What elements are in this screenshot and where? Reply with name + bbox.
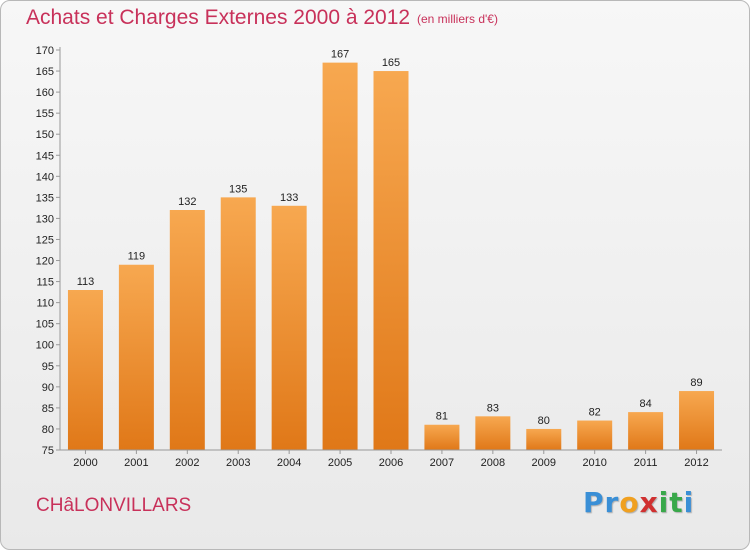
- y-tick-label: 150: [36, 129, 54, 141]
- x-tick-label: 2000: [73, 457, 97, 469]
- bar-value-label: 80: [538, 415, 550, 427]
- y-tick-label: 110: [36, 298, 54, 310]
- y-tick-label: 160: [36, 87, 54, 99]
- bar-value-label: 83: [487, 402, 499, 414]
- bar: [577, 420, 613, 450]
- logo-letter: t: [669, 486, 684, 519]
- logo-letter: o: [619, 486, 640, 519]
- y-tick-label: 140: [36, 171, 54, 183]
- x-tick-label: 2006: [379, 457, 403, 469]
- bar-value-label: 113: [77, 276, 95, 288]
- y-tick-label: 115: [36, 277, 54, 289]
- y-tick-label: 130: [36, 213, 54, 225]
- x-tick-label: 2007: [430, 457, 454, 469]
- bar: [322, 62, 358, 450]
- bar-value-label: 132: [178, 196, 196, 208]
- logo-letter: i: [683, 486, 695, 519]
- bar-value-label: 133: [280, 192, 298, 204]
- x-tick-label: 2011: [634, 457, 658, 469]
- bar: [424, 424, 460, 450]
- x-tick-label: 2012: [684, 457, 708, 469]
- y-tick-label: 165: [36, 66, 54, 78]
- y-tick-label: 85: [42, 403, 54, 415]
- x-tick-label: 2002: [175, 457, 199, 469]
- x-tick-label: 2009: [532, 457, 556, 469]
- logo-letter: r: [604, 486, 620, 519]
- bar: [220, 197, 256, 450]
- chart-subtitle: (en milliers d'€): [417, 12, 498, 26]
- y-tick-label: 90: [42, 382, 54, 394]
- bar: [271, 205, 307, 450]
- bar: [679, 391, 715, 450]
- y-tick-label: 125: [36, 234, 54, 246]
- bar: [475, 416, 511, 450]
- bar-value-label: 135: [229, 183, 247, 195]
- chart-title: Achats et Charges Externes 2000 à 2012: [26, 6, 411, 29]
- x-tick-label: 2004: [277, 457, 301, 469]
- commune-name: CHâLONVILLARS: [36, 495, 192, 516]
- bar: [118, 264, 154, 450]
- x-tick-label: 2003: [226, 457, 250, 469]
- x-tick-label: 2001: [124, 457, 148, 469]
- y-tick-label: 95: [42, 361, 54, 373]
- logo-letter: P: [583, 486, 605, 519]
- bars: 113 119 132 135 133 167 165 81 83 80 82 84 89: [67, 49, 715, 450]
- x-tick-label: 2005: [328, 457, 352, 469]
- y-tick-label: 120: [36, 256, 54, 268]
- bar-value-label: 89: [690, 377, 702, 389]
- logo-letter: x: [639, 486, 659, 519]
- bar-value-label: 82: [589, 407, 601, 419]
- logo-letter: i: [658, 486, 670, 519]
- y-tick-label: 170: [36, 45, 54, 57]
- bar: [67, 290, 103, 450]
- bar-value-label: 167: [331, 49, 349, 61]
- y-tick-label: 135: [36, 192, 54, 204]
- bar-value-label: 119: [128, 251, 146, 263]
- y-tick-label: 155: [36, 108, 54, 120]
- bar: [373, 71, 409, 450]
- proxiti-logo: Proxiti: [583, 486, 694, 519]
- y-tick-label: 75: [42, 445, 54, 457]
- y-tick-label: 105: [36, 319, 54, 331]
- bar-value-label: 84: [639, 398, 651, 410]
- bar-value-label: 165: [382, 57, 400, 69]
- bar: [169, 210, 205, 450]
- y-tick-label: 80: [42, 424, 54, 436]
- x-tick-label: 2008: [481, 457, 505, 469]
- y-tick-label: 145: [36, 150, 54, 162]
- x-axis: 2000 2001 2002 2003 2004 2005 2006 2007 2008 2009…: [60, 449, 722, 469]
- bar: [526, 428, 562, 450]
- y-axis: 75 80 85 90 95 100 105 110 115 120 125 130 135 140 145…: [36, 45, 61, 457]
- y-tick-label: 100: [36, 340, 54, 352]
- bar-value-label: 81: [436, 411, 448, 423]
- x-tick-label: 2010: [582, 457, 606, 469]
- bar: [628, 412, 664, 450]
